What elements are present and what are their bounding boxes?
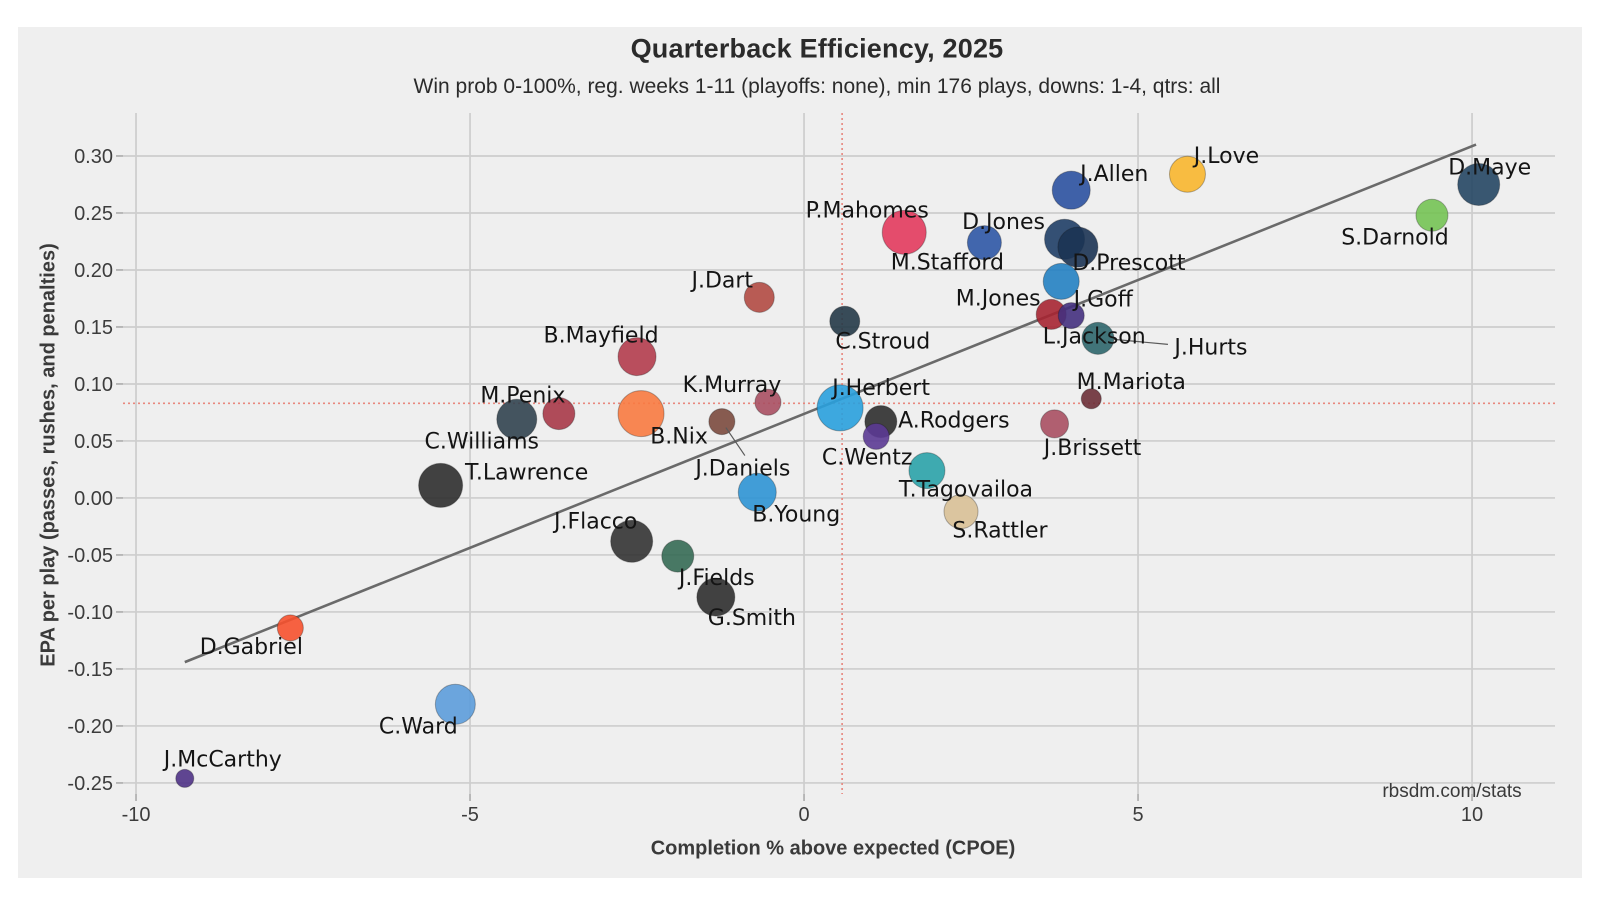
label-b-nix: B.Nix [650, 425, 708, 450]
label-t-lawrence: T.Lawrence [464, 460, 588, 485]
y-axis-title: EPA per play (passes, rushes, and penalt… [37, 243, 60, 667]
point-m-penix [542, 397, 576, 431]
callout-j-daniels [725, 427, 746, 456]
point-s-rattler [943, 494, 979, 530]
tick-label-x-5: 5 [1132, 804, 1143, 826]
point-l-jackson [1057, 302, 1085, 330]
point-m-stafford [966, 225, 1002, 261]
attribution-link: rbsdm.com/stats [1382, 781, 1522, 802]
label-l-jackson: L.Jackson [1043, 325, 1146, 350]
point-j-daniels [708, 408, 736, 436]
label-m-stafford: M.Stafford [891, 251, 1004, 276]
label-c-wentz: C.Wentz [822, 445, 912, 470]
label-j-fields: J.Fields [677, 566, 755, 591]
label-g-smith: G.Smith [708, 606, 796, 631]
label-s-darnold: S.Darnold [1341, 225, 1449, 250]
point-j-flacco [610, 519, 654, 563]
chart-title: Quarterback Efficiency, 2025 [630, 33, 1004, 64]
point-c-williams [496, 398, 538, 440]
label-m-mariota: M.Mariota [1077, 370, 1186, 395]
label-t-tagovailoa: T.Tagovailoa [898, 478, 1033, 503]
tick-label-x--10: -10 [122, 804, 151, 826]
tick-label-y-0.05: 0.05 [74, 431, 113, 453]
label-a-rodgers: A.Rodgers [898, 409, 1009, 434]
tick-label-y-0.30: 0.30 [74, 146, 113, 168]
label-b-young: B.Young [752, 502, 840, 527]
point-m-mariota [1080, 388, 1102, 410]
label-j-allen: J.Allen [1078, 162, 1148, 187]
label-p-mahomes: P.Mahomes [806, 198, 929, 223]
point-d-gabriel [276, 614, 304, 642]
tick-label-y--0.15: -0.15 [67, 659, 113, 681]
label-j-flacco: J.Flacco [552, 509, 637, 534]
label-d-jones: D.Jones [962, 210, 1045, 235]
point-j-allen [1051, 170, 1091, 210]
tick-label-x--5: -5 [461, 804, 479, 826]
point-d-maye [1457, 162, 1501, 206]
point-s-darnold [1415, 198, 1449, 232]
point-j-mccarthy [175, 768, 195, 788]
tick-label-x-0: 0 [798, 804, 809, 826]
point-c-stroud [829, 305, 861, 337]
tick-label-y-0.25: 0.25 [74, 203, 113, 225]
chart-figure [18, 27, 1582, 878]
point-j-goff [1042, 262, 1080, 300]
point-j-dart [743, 281, 775, 313]
point-g-smith [696, 577, 736, 617]
label-m-jones: M.Jones [956, 286, 1041, 311]
label-b-mayfield: B.Mayfield [544, 324, 659, 349]
label-j-daniels: J.Daniels [693, 457, 790, 482]
label-j-dart: J.Dart [689, 268, 753, 293]
label-d-prescott: D.Prescott [1072, 251, 1186, 276]
tick-label-x-10: 10 [1461, 804, 1483, 826]
label-j-brissett: J.Brissett [1042, 436, 1142, 461]
tick-label-y-0.15: 0.15 [74, 317, 113, 339]
tick-label-y-0.20: 0.20 [74, 260, 113, 282]
tick-label-y--0.25: -0.25 [67, 773, 113, 795]
point-t-lawrence [418, 462, 464, 508]
point-j-hurts [1081, 321, 1115, 355]
point-t-tagovailoa [908, 452, 946, 490]
tick-label-y-0.00: 0.00 [74, 488, 113, 510]
label-j-mccarthy: J.McCarthy [162, 747, 282, 772]
label-m-penix: M.Penix [480, 384, 565, 409]
tick-label-y--0.05: -0.05 [67, 545, 113, 567]
tick-label-y-0.10: 0.10 [74, 374, 113, 396]
label-d-maye: D.Maye [1448, 155, 1531, 180]
tick-label-y--0.10: -0.10 [67, 602, 113, 624]
label-j-hurts: J.Hurts [1172, 335, 1247, 360]
point-c-wentz [862, 422, 890, 450]
label-c-stroud: C.Stroud [835, 329, 930, 354]
point-j-love [1168, 155, 1206, 193]
x-axis-title: Completion % above expected (CPOE) [650, 837, 1016, 860]
point-j-herbert [816, 384, 864, 432]
point-d-prescott [1057, 226, 1099, 268]
label-d-gabriel: D.Gabriel [200, 635, 303, 660]
point-c-ward [434, 683, 476, 725]
label-j-goff: J.Goff [1072, 287, 1134, 312]
point-b-young [737, 472, 777, 512]
tick-label-y--0.20: -0.20 [67, 716, 113, 738]
point-k-murray [754, 388, 782, 416]
point-b-nix [617, 390, 665, 438]
label-c-williams: C.Williams [425, 429, 539, 454]
label-s-rattler: S.Rattler [952, 519, 1048, 544]
label-k-murray: K.Murray [683, 373, 782, 398]
point-j-brissett [1040, 409, 1070, 439]
point-j-fields [661, 539, 695, 573]
label-j-herbert: J.Herbert [830, 376, 930, 401]
label-j-love: J.Love [1192, 144, 1259, 169]
label-c-ward: C.Ward [379, 714, 458, 739]
callout-j-hurts [1113, 338, 1169, 345]
point-b-mayfield [617, 337, 657, 377]
point-p-mahomes [881, 209, 927, 255]
chart-subtitle: Win prob 0-100%, reg. weeks 1-11 (playof… [413, 75, 1221, 98]
